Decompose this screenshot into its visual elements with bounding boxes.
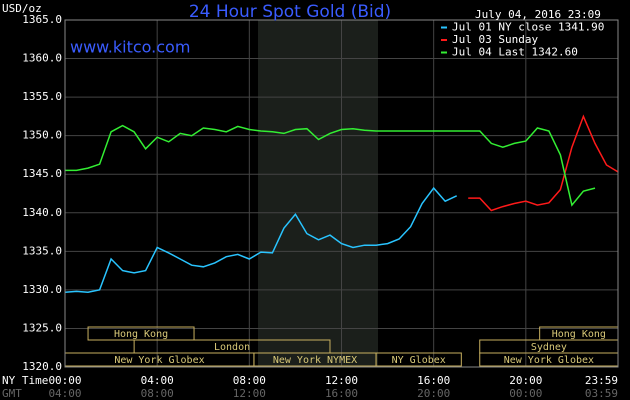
session-label: Hong Kong: [552, 329, 606, 340]
session-label: New York Globex: [504, 355, 594, 366]
y-tick-label: 1330.0: [22, 283, 62, 296]
y-tick-label: 1355.0: [22, 90, 62, 103]
x2-tick-label: 12:00: [233, 387, 266, 400]
plot-frame: [64, 19, 619, 368]
session-box: [375, 352, 462, 367]
x2-tick-label: 08:00: [141, 387, 174, 400]
y-tick-label: 1325.0: [22, 321, 62, 334]
session-label: London: [214, 342, 250, 353]
x-tick-label: 16:00: [417, 374, 450, 387]
y-tick-label: 1340.0: [22, 206, 62, 219]
x2-tick-label: 03:59: [585, 387, 618, 400]
x-tick-label: 00:00: [48, 374, 81, 387]
session-label: Sydney: [531, 342, 567, 353]
x-tick-label: 12:00: [325, 374, 358, 387]
timestamp: July 04, 2016 23:09: [475, 8, 601, 21]
legend-label: Jul 04 Last 1342.60: [452, 46, 578, 59]
nymex-shade: [258, 20, 378, 367]
x2-tick-label: 04:00: [48, 387, 81, 400]
session-label: Hong Kong: [114, 329, 168, 340]
y-tick-label: 1350.0: [22, 129, 62, 142]
x-tick-label: 08:00: [233, 374, 266, 387]
x2-tick-label: 16:00: [325, 387, 358, 400]
session-label: New York NYMEX: [273, 355, 357, 366]
legend-label: Jul 03 Sunday: [452, 33, 538, 46]
y-label: USD/oz: [2, 2, 42, 15]
chart-title: 24 Hour Spot Gold (Bid): [189, 2, 391, 22]
session-label: NY Globex: [392, 355, 446, 366]
watermark: www.kitco.com: [70, 38, 190, 57]
x-tick-label: 20:00: [509, 374, 542, 387]
x2-tick-label: 20:00: [417, 387, 450, 400]
x2-label: GMT: [2, 387, 22, 400]
legend-label: Jul 01 NY close 1341.90: [452, 21, 604, 34]
x-tick-label: 04:00: [141, 374, 174, 387]
x2-tick-label: 00:00: [509, 387, 542, 400]
y-tick-label: 1345.0: [22, 167, 62, 180]
x-label: NY Time: [2, 374, 48, 387]
x-tick-label: 23:59: [585, 374, 618, 387]
series-line: [468, 114, 619, 212]
series-line: [64, 186, 458, 293]
sessions: Hong Kong London New York Globex New York N…: [64, 326, 619, 367]
session-label: New York Globex: [114, 355, 204, 366]
y-tick-label: 1320.0: [22, 360, 62, 373]
y-tick-label: 1360.0: [22, 52, 62, 65]
y-tick-label: 1335.0: [22, 244, 62, 257]
series-line: [65, 124, 596, 207]
y-tick-label: 1365.0: [22, 13, 62, 26]
lines: [64, 114, 619, 293]
